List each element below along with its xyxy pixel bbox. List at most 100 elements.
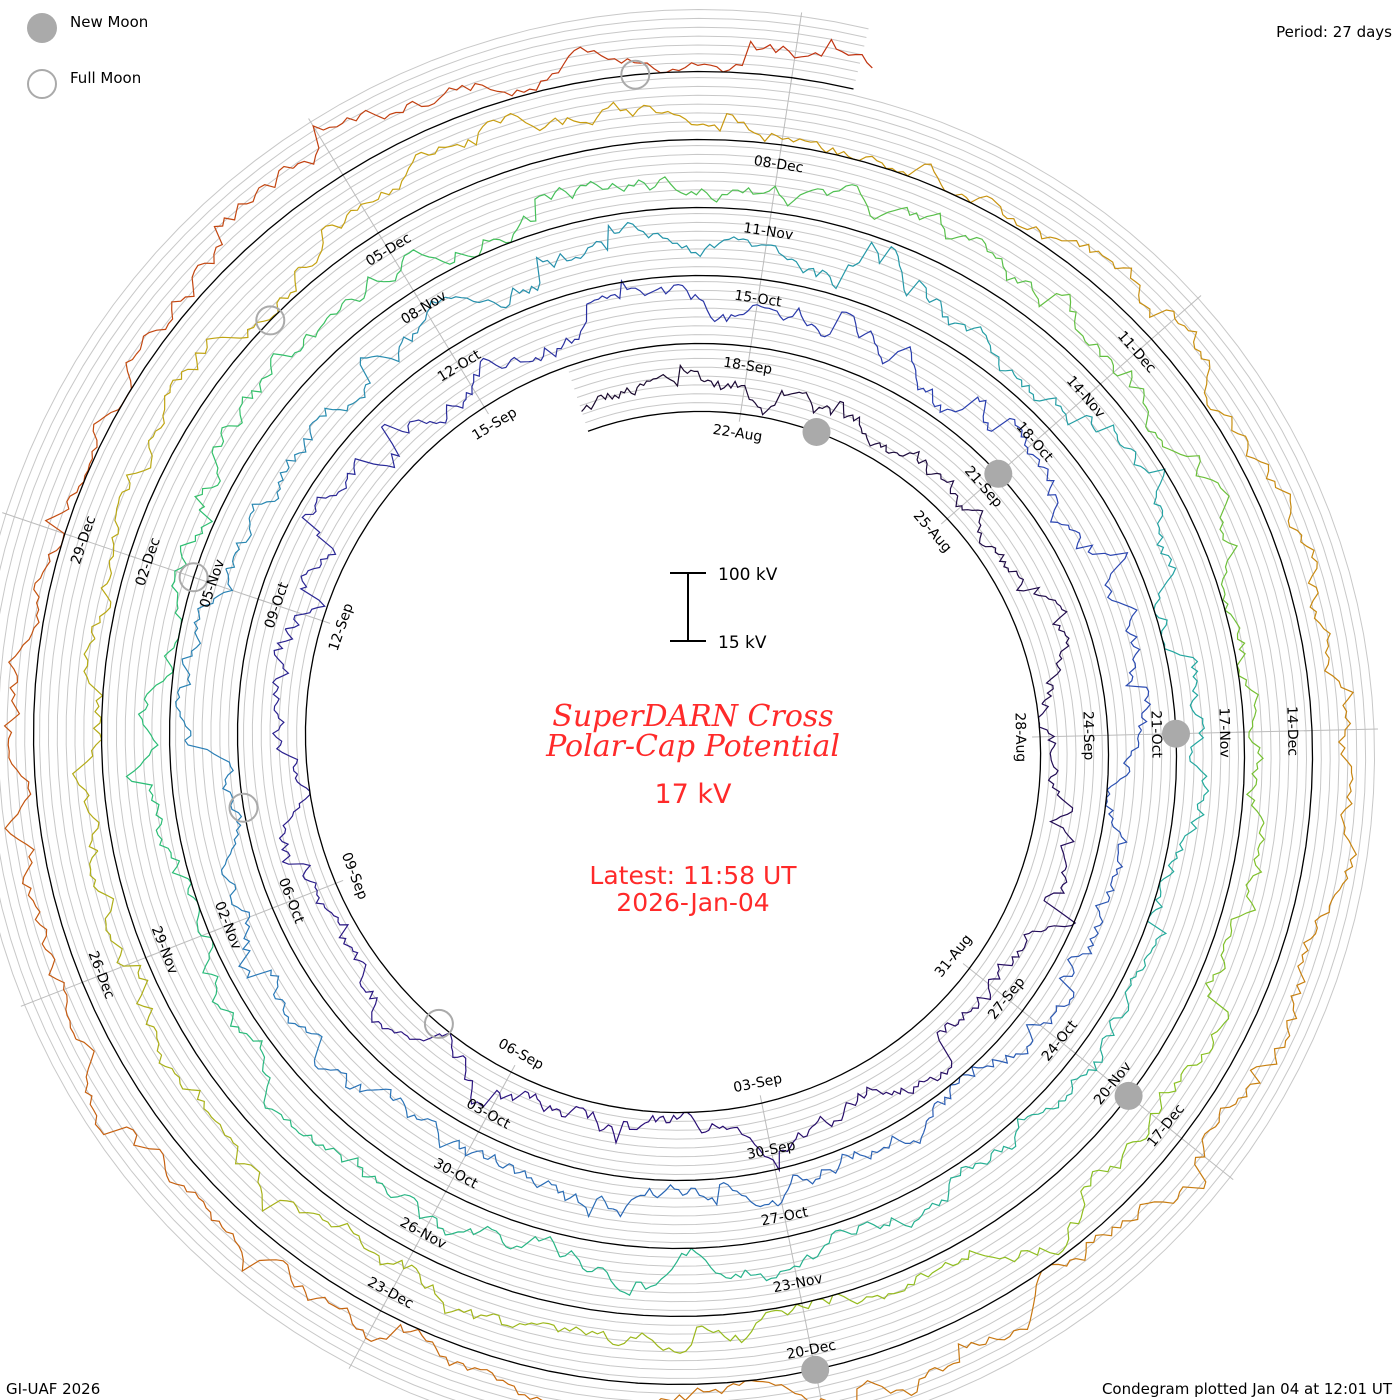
date-label: 25-Aug — [910, 508, 955, 556]
day-spoke — [790, 12, 803, 86]
new-moon-legend-label: New Moon — [70, 13, 149, 31]
new-moon-marker — [1114, 1081, 1143, 1110]
potential-trace-segment — [915, 163, 1116, 269]
day-spoke — [1068, 1048, 1128, 1096]
day-spoke — [274, 880, 344, 908]
date-label: 21-Oct — [1147, 710, 1164, 758]
scale-top-label: 100 kV — [718, 565, 778, 585]
potential-trace-segment — [1023, 437, 1129, 575]
day-spoke — [84, 954, 154, 983]
potential-trace-segment — [1236, 623, 1265, 824]
new-moon-marker — [801, 1355, 830, 1384]
center-title-block: SuperDARN Cross Polar-Cap Potential 17 k… — [545, 699, 840, 917]
potential-trace-segment — [225, 419, 318, 570]
grid-ring — [0, 35, 1349, 1400]
day-spoke — [786, 1228, 802, 1302]
potential-trace-segment — [940, 474, 1020, 579]
date-label: 24-Sep — [1079, 711, 1096, 761]
new-moon-marker — [802, 418, 831, 446]
day-spoke — [413, 1184, 451, 1250]
potential-trace-segment — [237, 906, 323, 1061]
potential-trace-segment — [184, 739, 243, 908]
scale-bottom-label: 15 kV — [718, 633, 767, 653]
potential-trace-segment — [654, 176, 858, 207]
day-spoke — [479, 1064, 516, 1131]
grid-rings — [0, 8, 1376, 1400]
potential-trace-segment — [75, 1038, 223, 1228]
date-label: 31-Aug — [932, 932, 976, 981]
date-label: 02-Dec — [133, 536, 164, 588]
potential-trace-segment — [384, 1187, 561, 1258]
date-label: 27-Sep — [985, 974, 1028, 1023]
potential-trace-segment — [1245, 448, 1331, 659]
potential-trace-segment — [285, 489, 343, 630]
potential-trace-segment — [221, 1226, 427, 1342]
date-label: 02-Nov — [211, 899, 244, 952]
potential-trace-segment — [1011, 836, 1077, 963]
potential-trace-segment — [829, 400, 941, 476]
potential-trace-segment — [581, 363, 705, 412]
potential-trace-segment — [278, 773, 329, 911]
date-label: 12-Sep — [326, 601, 357, 653]
potential-trace-segment — [523, 40, 764, 93]
day-spoke — [759, 1095, 776, 1168]
potential-trace-segment — [473, 179, 656, 258]
potential-trace-segment — [659, 1111, 799, 1173]
potential-trace-segment — [762, 38, 873, 69]
day-spoke — [779, 79, 792, 153]
date-label: 17-Nov — [1215, 707, 1232, 758]
day-spoke — [147, 929, 217, 958]
date-label: 28-Aug — [1012, 712, 1029, 762]
potential-trace-segment — [586, 279, 744, 323]
potential-trace-segment — [135, 165, 294, 355]
baseline-spiral — [32, 70, 1314, 1386]
potential-trace-segment — [888, 345, 1027, 438]
latest-date: 2026-Jan-04 — [616, 888, 769, 917]
potential-trace-segment — [743, 304, 889, 365]
date-label: 09-Oct — [262, 580, 293, 631]
potential-trace-segment — [259, 1048, 386, 1189]
day-spoke — [1043, 384, 1100, 435]
potential-trace-segment — [88, 850, 163, 1056]
potential-trace-segment — [658, 1379, 883, 1400]
potential-trace-segment — [306, 1212, 494, 1320]
potential-trace-segment — [612, 1182, 779, 1218]
date-label: 12-Oct — [435, 347, 484, 386]
date-label: 27-Oct — [760, 1204, 810, 1229]
day-spoke — [1032, 734, 1107, 738]
potential-trace-segment — [777, 1132, 925, 1207]
day-spoke — [343, 176, 383, 241]
date-label: 11-Nov — [742, 220, 794, 243]
day-spoke — [1235, 730, 1310, 733]
day-spokes — [2, 12, 1378, 1400]
potential-trace-segment — [298, 132, 479, 269]
date-label: 29-Dec — [68, 514, 99, 566]
potential-trace-segment — [302, 249, 475, 347]
potential-trace-segment — [797, 1076, 931, 1138]
potential-trace-segment — [614, 221, 793, 261]
potential-trace-segment — [1084, 1026, 1222, 1188]
potential-trace-segment — [1096, 424, 1177, 599]
day-spoke — [210, 904, 280, 933]
day-spoke — [759, 214, 772, 288]
day-spoke — [1094, 340, 1151, 390]
potential-trace-segment — [1064, 944, 1157, 1101]
potential-trace-segment — [444, 223, 615, 309]
potential-trace-segment — [1104, 573, 1152, 731]
potential-trace-segment — [791, 241, 956, 326]
potential-trace-segment — [955, 322, 1097, 433]
new-moon-marker — [1162, 719, 1190, 748]
potential-trace-segment — [90, 431, 156, 639]
potential-trace-segment — [477, 101, 704, 134]
potential-trace-segment — [125, 694, 189, 880]
title-line-2: Polar-Cap Potential — [545, 729, 840, 764]
grid-ring — [24, 62, 1322, 1394]
potential-trace-segment — [1238, 889, 1341, 1099]
potential-trace-segment — [462, 304, 588, 403]
date-label: 15-Oct — [733, 288, 783, 311]
potential-trace-segment — [194, 346, 304, 511]
potential-trace — [3, 38, 1358, 1400]
day-spoke — [749, 281, 762, 355]
full-moon-marker — [178, 562, 209, 593]
